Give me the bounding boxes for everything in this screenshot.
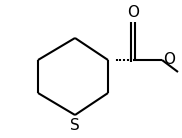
Text: O: O <box>163 52 175 67</box>
Text: S: S <box>70 118 80 133</box>
Text: O: O <box>127 5 139 20</box>
